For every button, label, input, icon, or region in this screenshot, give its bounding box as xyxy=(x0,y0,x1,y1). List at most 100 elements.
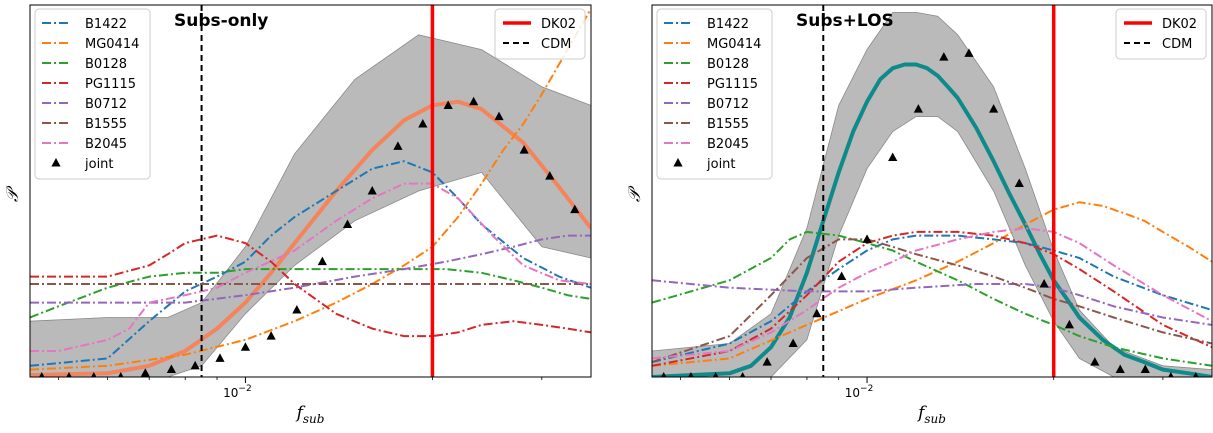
uncertainty-band xyxy=(30,34,591,377)
joint-marker xyxy=(140,368,150,377)
joint-marker xyxy=(989,104,999,113)
legend-label-mg0414: MG0414 xyxy=(85,37,139,52)
legend-label-b0128: B0128 xyxy=(85,57,127,72)
legend-label-b1422: B1422 xyxy=(707,17,749,32)
legend-label-joint: joint xyxy=(84,157,114,172)
joint-marker xyxy=(712,372,719,377)
joint-marker xyxy=(739,372,746,377)
joint-marker xyxy=(1014,178,1024,188)
joint-marker xyxy=(837,271,847,281)
series-line-b0128 xyxy=(652,230,1212,367)
joint-marker xyxy=(240,342,251,351)
joint-marker xyxy=(393,141,403,150)
tick-base: 10 xyxy=(223,386,238,400)
legend-series: B1422 MG0414 B0128 PG1115 B0712 B1555 B2045 joi… xyxy=(656,8,773,180)
joint-marker xyxy=(166,364,176,374)
series-line-b0712 xyxy=(30,234,591,304)
joint-marker xyxy=(469,96,479,106)
series-line-mg0414 xyxy=(30,8,591,371)
legend-swatch-joint xyxy=(673,158,683,167)
legend-label-pg1115: PG1115 xyxy=(707,77,758,92)
legend-label-b2045: B2045 xyxy=(707,137,749,152)
legend-label-joint: joint xyxy=(706,157,736,172)
joint-marker xyxy=(39,372,45,377)
tick-exponent: −2 xyxy=(238,384,251,394)
y-axis-label: 𝒫 xyxy=(3,185,23,202)
x-axis-label-subscript: sub xyxy=(303,412,325,426)
series-line-b1422 xyxy=(652,234,1212,364)
joint-marker xyxy=(1115,364,1125,374)
series-line-mg0414 xyxy=(652,201,1212,367)
joint-marker xyxy=(215,353,225,362)
legend-swatch-joint xyxy=(51,158,61,167)
series-line-b2045 xyxy=(652,227,1212,360)
joint-marker xyxy=(964,48,974,57)
legend-series: B1422 MG0414 B0128 PG1115 B0712 B1555 B2045 joi… xyxy=(34,8,151,180)
joint-marker xyxy=(1090,357,1100,366)
legend-label-b1422: B1422 xyxy=(85,17,127,32)
legend-label-cdm: CDM xyxy=(541,37,571,52)
joint-marker xyxy=(888,152,898,162)
joint-marker xyxy=(292,305,302,314)
x-axis-label-subscript: sub xyxy=(924,412,946,426)
joint-marker xyxy=(762,357,772,366)
legend-label-pg1115: PG1115 xyxy=(85,77,136,92)
panel-title: Subs+LOS xyxy=(796,11,894,31)
joint-marker xyxy=(367,186,377,195)
joint-marker xyxy=(342,219,353,228)
x-axis-label-base: f xyxy=(295,403,306,423)
legend-label-cdm: CDM xyxy=(1162,37,1192,52)
series-line-b1422 xyxy=(30,160,591,367)
tick-base: 10 xyxy=(845,386,860,400)
axes-frame xyxy=(651,4,1213,378)
joint-marker xyxy=(570,204,580,214)
joint-marker xyxy=(1168,372,1174,377)
joint-marker xyxy=(688,372,694,377)
series-line-b0712 xyxy=(652,279,1212,326)
panel-title: Subs-only xyxy=(174,11,268,31)
joint-marker xyxy=(266,331,276,340)
legend-label-b0128: B0128 xyxy=(707,57,749,72)
plot-area xyxy=(30,5,591,377)
joint-marker xyxy=(661,372,667,377)
panel-subs-los: 10−2fsub𝒫Subs+LOSB1422MG0414B0128PG1115B… xyxy=(625,4,1213,426)
joint-marker xyxy=(939,52,949,61)
series-line-pg1115 xyxy=(30,234,591,338)
joint-marker xyxy=(545,171,555,180)
legend-label-b1555: B1555 xyxy=(707,117,749,132)
joint-marker xyxy=(1193,372,1199,377)
x-axis-label: fsub xyxy=(295,403,325,426)
legend-box xyxy=(34,8,151,180)
y-axis-label: 𝒫 xyxy=(625,185,645,202)
legend-box xyxy=(656,8,773,180)
joint-marker xyxy=(118,372,124,377)
joint-marker xyxy=(1064,319,1074,329)
joint-marker xyxy=(788,338,798,348)
x-tick-label: 10−2 xyxy=(223,384,252,400)
legend-label-dk02: DK02 xyxy=(1162,17,1197,32)
joint-marker xyxy=(418,119,428,128)
joint-marker xyxy=(913,104,923,113)
x-axis-label-base: f xyxy=(916,403,927,423)
legend-label-b2045: B2045 xyxy=(85,137,127,152)
series-line-pg1115 xyxy=(652,230,1212,367)
joint-marker xyxy=(91,372,97,377)
plot-area xyxy=(652,5,1212,377)
legend-label-b0712: B0712 xyxy=(85,97,127,112)
tick-exponent: −2 xyxy=(860,384,873,394)
axes-frame xyxy=(29,4,592,378)
joint-marker xyxy=(1140,364,1150,374)
joint-marker xyxy=(1039,279,1049,288)
legend-label-dk02: DK02 xyxy=(541,17,576,32)
panel-subs-only: 10−2 fsub 𝒫 Subs-only B1422 MG0414 B0128 PG1115… xyxy=(3,4,592,426)
series-line-b0128 xyxy=(30,268,591,319)
joint-marker xyxy=(812,308,822,318)
joint-marker xyxy=(443,100,453,109)
uncertainty-band xyxy=(652,12,1212,377)
legend-reference: DK02 CDM xyxy=(494,8,586,60)
joint-marker xyxy=(66,372,72,377)
joint-marker xyxy=(862,234,872,243)
legend-reference: DK02 CDM xyxy=(1115,8,1207,60)
joint-marker xyxy=(494,111,504,121)
